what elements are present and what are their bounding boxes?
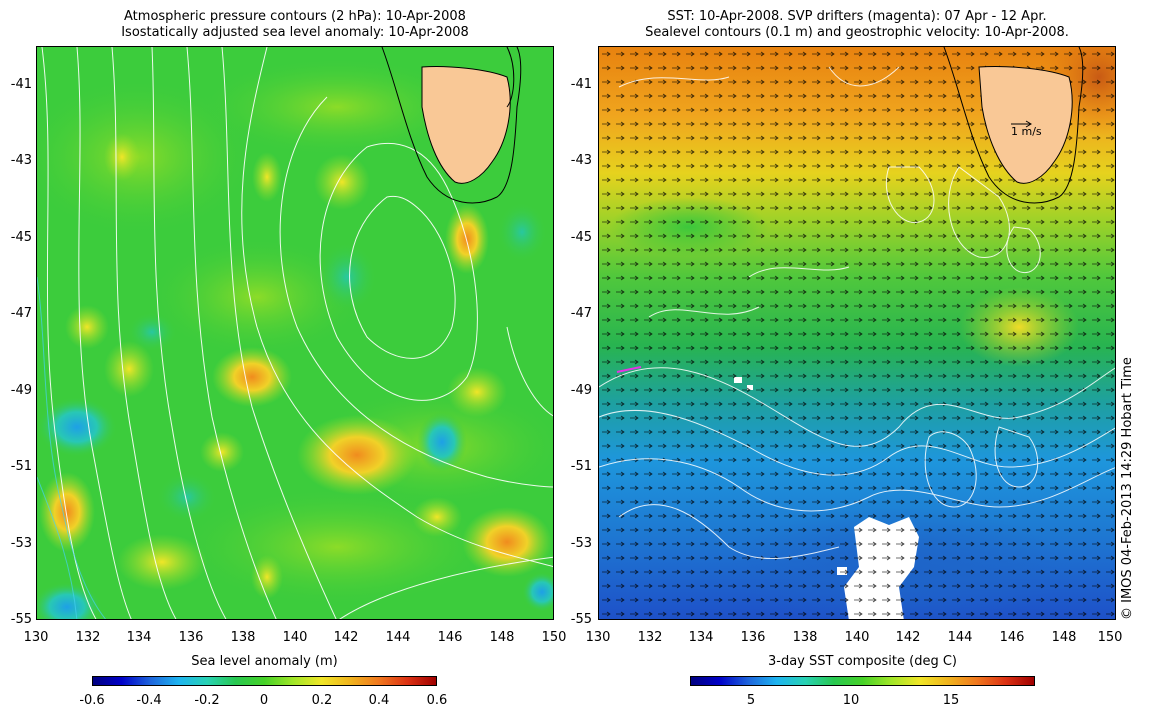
- y-tick-label: -45: [10, 230, 32, 245]
- right-title-line2: Sealevel contours (0.1 m) and geostrophi…: [645, 25, 1069, 40]
- y-tick-label: -55: [570, 612, 592, 627]
- bathymetry-contour: [381, 47, 522, 204]
- anomaly-high: [104, 341, 154, 397]
- colorbar-tick-label: -0.6: [79, 693, 105, 708]
- x-tick-label: 138: [792, 630, 818, 645]
- y-tick-label: -47: [570, 306, 592, 321]
- anomaly-high: [412, 497, 462, 537]
- y-tick-label: -43: [570, 153, 592, 168]
- left-colorbar-title: Sea level anomaly (m): [191, 654, 338, 669]
- tasmania-land: [421, 66, 511, 184]
- colorbar-tick-label: 15: [942, 693, 960, 708]
- anomaly-patch: [197, 57, 477, 157]
- svp-drifter-track: [616, 366, 642, 373]
- colorbar-tick-label: 0.4: [368, 693, 390, 708]
- y-tick-label: -55: [10, 612, 32, 627]
- anomaly-low: [37, 582, 102, 619]
- y-tick-label: -51: [570, 459, 592, 474]
- scale-arrow-label: 1 m/s: [1011, 125, 1042, 138]
- anomaly-high: [200, 432, 244, 472]
- x-tick-label: 136: [740, 630, 766, 645]
- y-tick-label: -51: [10, 459, 32, 474]
- x-tick-label: 136: [178, 630, 204, 645]
- anomaly-high: [447, 367, 507, 417]
- x-tick-label: 138: [230, 630, 256, 645]
- anomaly-low: [497, 202, 547, 262]
- x-tick-label: 146: [999, 630, 1025, 645]
- anomaly-high: [39, 472, 95, 552]
- anomaly-high: [314, 154, 370, 210]
- y-tick-label: -41: [10, 77, 32, 92]
- right-colorbar-title: 3-day SST composite (deg C): [767, 654, 958, 669]
- copyright-label: © IMOS 04-Feb-2013 14:29 Hobart Time: [1120, 357, 1135, 620]
- anomaly-low: [127, 312, 177, 352]
- x-tick-label: 142: [333, 630, 359, 645]
- scale-arrow: [1011, 120, 1032, 128]
- left-colorbar: [92, 676, 437, 686]
- right-title-line1: SST: 10-Apr-2008. SVP drifters (magenta)…: [667, 9, 1047, 24]
- anomaly-high: [251, 555, 283, 599]
- x-tick-label: 134: [688, 630, 714, 645]
- x-tick-label: 132: [637, 630, 663, 645]
- anomaly-low: [157, 472, 217, 522]
- x-tick-label: 132: [75, 630, 101, 645]
- colorbar-tick-label: 0: [259, 693, 269, 708]
- bathymetry-contour: [943, 47, 1084, 204]
- x-tick-label: 140: [844, 630, 870, 645]
- y-tick-label: -49: [10, 383, 32, 398]
- x-tick-label: 148: [1051, 630, 1077, 645]
- y-tick-label: -43: [10, 153, 32, 168]
- right-map-sst: 1 m/s: [598, 46, 1116, 620]
- left-title-line2: Isostatically adjusted sea level anomaly…: [121, 25, 469, 40]
- x-tick-label: 148: [489, 630, 515, 645]
- anomaly-high: [212, 347, 292, 407]
- colorbar-tick-label: -0.4: [136, 693, 162, 708]
- colorbar-tick-label: -0.2: [194, 693, 220, 708]
- anomaly-high: [65, 305, 109, 349]
- tasmania-land: [978, 66, 1073, 184]
- colorbar-tick-label: 0.6: [426, 693, 448, 708]
- y-tick-label: -53: [570, 536, 592, 551]
- x-tick-label: 130: [585, 630, 611, 645]
- anomaly-high: [252, 152, 282, 202]
- anomaly-low: [417, 412, 467, 472]
- pressure-contours-cyan: [37, 276, 107, 619]
- colorbar-tick-label: 10: [842, 693, 860, 708]
- y-tick-label: -49: [570, 383, 592, 398]
- y-tick-label: -41: [570, 77, 592, 92]
- x-tick-label: 134: [126, 630, 152, 645]
- colorbar-tick-label: 0.2: [311, 693, 333, 708]
- sealevel-contours: [599, 66, 1115, 559]
- x-tick-label: 146: [437, 630, 463, 645]
- left-map-svg: [37, 47, 553, 619]
- anomaly-high: [117, 534, 207, 590]
- anomaly-high: [462, 507, 552, 577]
- right-colorbar: [690, 676, 1035, 686]
- anomaly-patch: [147, 237, 367, 357]
- pressure-contours: [41, 47, 553, 619]
- anomaly-low: [317, 242, 377, 312]
- x-tick-label: 150: [541, 630, 567, 645]
- y-tick-label: -45: [570, 230, 592, 245]
- colorbar-tick-label: 5: [746, 693, 756, 708]
- x-tick-label: 144: [385, 630, 411, 645]
- x-tick-label: 142: [895, 630, 921, 645]
- x-tick-label: 150: [1097, 630, 1123, 645]
- left-map-sea-level-anomaly: [36, 46, 554, 620]
- right-map-svg: [599, 47, 1115, 619]
- anomaly-high: [104, 133, 140, 181]
- anomaly-high: [297, 415, 417, 495]
- left-title-line1: Atmospheric pressure contours (2 hPa): 1…: [124, 9, 466, 24]
- x-tick-label: 130: [23, 630, 49, 645]
- anomaly-low: [522, 572, 553, 612]
- bathymetry-contour: [506, 47, 515, 108]
- x-tick-label: 140: [282, 630, 308, 645]
- anomaly-low: [37, 397, 117, 457]
- y-tick-label: -47: [10, 306, 32, 321]
- y-tick-label: -53: [10, 536, 32, 551]
- x-tick-label: 144: [947, 630, 973, 645]
